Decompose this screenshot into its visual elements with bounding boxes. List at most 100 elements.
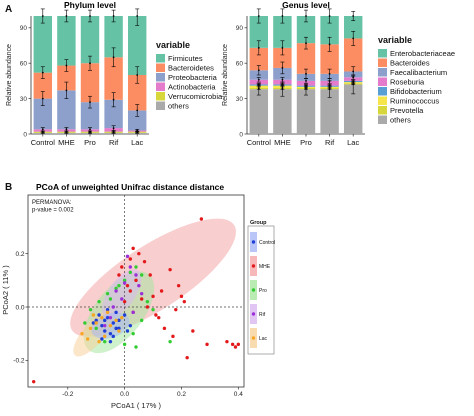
legend-label: Control: [259, 240, 275, 246]
x-tick-label: Lac: [131, 138, 143, 147]
scatter-point: [83, 321, 87, 325]
scatter-point: [122, 313, 127, 317]
legend-point: [251, 312, 256, 316]
scatter-point: [97, 299, 101, 304]
scatter-point: [111, 305, 115, 309]
legend-label: Faecalibacterium: [390, 68, 447, 77]
x-tick-label: Lac: [347, 138, 359, 147]
legend-label: Firmicutes: [168, 54, 203, 63]
legend-label: Enterobacteriaceae: [390, 49, 455, 58]
bar-segment: [343, 38, 363, 72]
error-point: [112, 98, 115, 101]
scatter-point: [100, 337, 104, 341]
scatter-point: [225, 339, 229, 344]
legend-swatch: [378, 77, 387, 86]
legend-label: Pro: [259, 288, 267, 294]
legend-label: Proteobacteria: [168, 73, 218, 82]
scatter-point: [230, 342, 235, 347]
scatter-point: [120, 265, 124, 269]
chart-title: Phylum level: [64, 0, 116, 10]
scatter-point: [117, 329, 121, 333]
error-point: [352, 15, 355, 17]
scatter-point: [131, 331, 135, 336]
bar-segment: [273, 89, 292, 134]
bar-segment: [249, 89, 269, 134]
scatter-point: [139, 273, 144, 277]
error-point: [352, 76, 355, 79]
scatter-point: [103, 339, 107, 344]
scatter-point: [114, 326, 118, 331]
scatter-point: [117, 318, 121, 323]
scatter-point: [154, 313, 158, 317]
chart-title: PCoA of unweighted Unifrac distance dist…: [36, 182, 224, 192]
scatter-point: [139, 291, 144, 296]
legend-label: Roseburia: [390, 78, 425, 87]
error-point: [112, 56, 115, 59]
scatter-point: [120, 315, 124, 320]
error-point: [328, 15, 331, 17]
bar-segment: [127, 16, 147, 75]
bar-segment: [104, 16, 123, 58]
scatter-point: [114, 310, 118, 315]
x-tick-label: 0.4: [234, 391, 243, 398]
legend-title: variable: [156, 40, 190, 50]
y-tick-label: 90: [20, 25, 28, 32]
legend-title: variable: [378, 35, 412, 45]
legend-point: [251, 264, 256, 268]
bar-segment: [104, 99, 123, 129]
bar-segment: [320, 44, 339, 74]
legend-label: Bacteroides: [390, 59, 430, 68]
scatter-point: [151, 294, 155, 299]
scatter-point: [233, 345, 238, 349]
error-point: [257, 69, 260, 72]
legend-label: Lac: [259, 336, 268, 342]
scatter-point: [31, 379, 36, 384]
legend-label: Ruminococcus: [390, 97, 439, 106]
legend-swatch: [378, 115, 387, 124]
x-tick-label: Pro: [300, 138, 312, 147]
legend-swatch: [156, 63, 165, 72]
scatter-point: [128, 257, 133, 261]
error-point: [41, 71, 44, 74]
bar-segment: [33, 72, 53, 99]
phylum-chart: Phylum level 0 30 60 90 Relative abundance Con…: [6, 0, 223, 147]
y-tick-label: 30: [236, 96, 244, 103]
scatter-point: [94, 318, 98, 323]
error-point: [257, 87, 260, 89]
y-tick-label: 60: [236, 61, 244, 68]
bar-segment: [343, 16, 363, 39]
x-tick-label: MHE: [274, 138, 291, 147]
scatter-point: [122, 281, 127, 285]
bar-segment: [296, 16, 316, 44]
legend-point: [251, 288, 256, 292]
bar-segment: [320, 89, 339, 134]
error-point: [65, 15, 68, 17]
scatter-point: [97, 339, 101, 344]
y-axis-label: PCoA2 ( 11% ): [1, 265, 10, 315]
scatter-point: [128, 323, 133, 328]
scatter-point: [159, 289, 164, 293]
scatter-point: [88, 326, 93, 331]
scatter-point: [103, 323, 107, 328]
scatter-point: [114, 289, 118, 293]
error-point: [281, 87, 284, 89]
legend-label: Verrucomicrobia: [168, 92, 223, 101]
scatter-point: [88, 307, 93, 312]
scatter-point: [91, 313, 96, 317]
scatter-point: [125, 329, 130, 333]
error-point: [328, 72, 331, 75]
error-point: [305, 42, 307, 45]
bar-segment: [127, 75, 147, 111]
scatter-point: [151, 307, 155, 312]
legend-swatch: [156, 101, 165, 110]
legend-swatch: [378, 58, 387, 67]
permanova-annotation: PERMANOVA:: [32, 200, 72, 206]
legend-swatch: [156, 73, 165, 82]
y-tick-label: 0.0: [15, 304, 24, 311]
scatter-point: [103, 329, 107, 333]
scatter-point: [157, 315, 161, 320]
error-point: [305, 72, 307, 75]
error-point: [257, 78, 260, 81]
x-axis-label: PCoA1 ( 17% ): [111, 401, 162, 410]
scatter-point: [145, 299, 150, 304]
